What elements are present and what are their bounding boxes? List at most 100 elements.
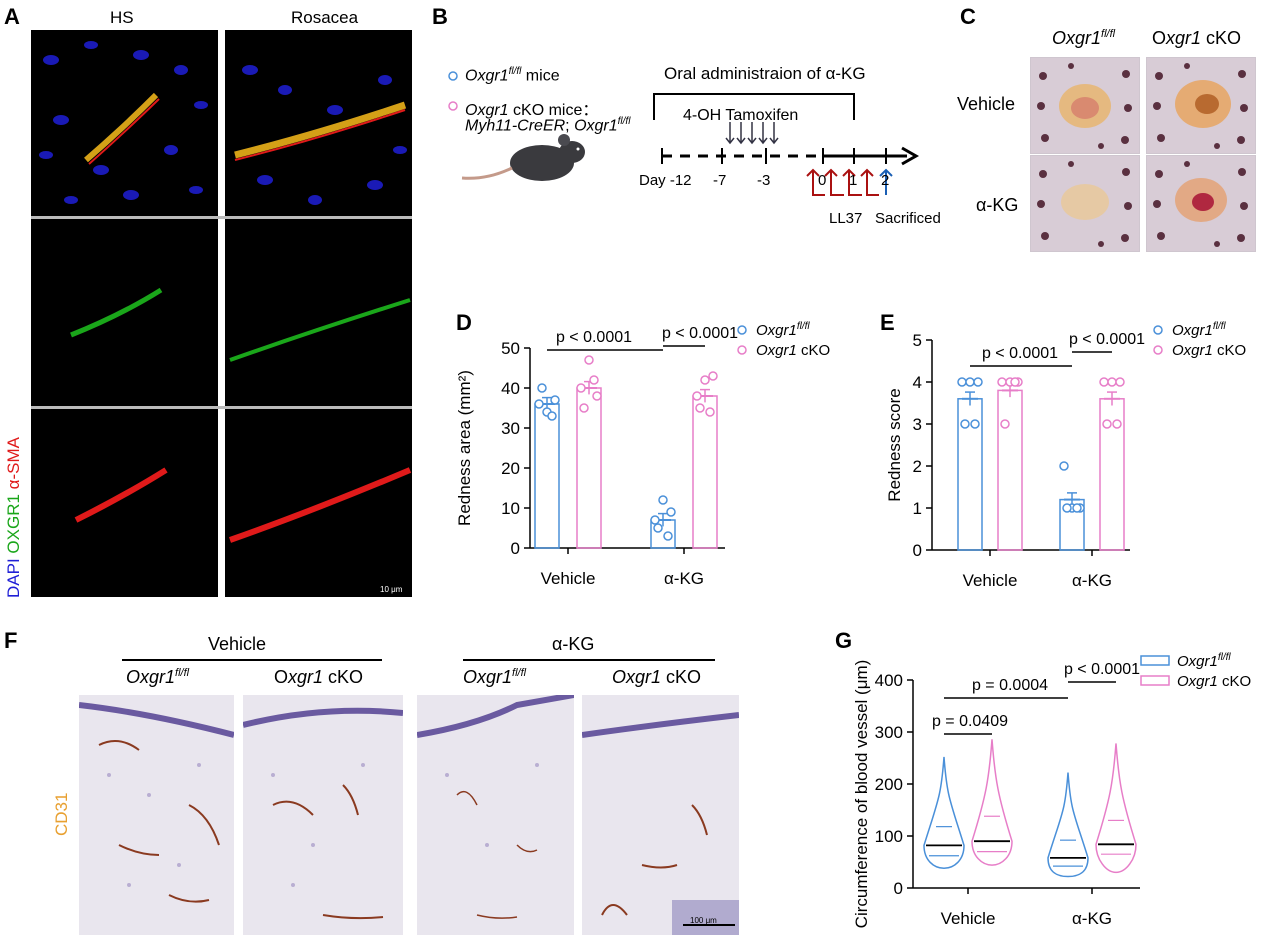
p-value-label: p < 0.0001 [1064,661,1140,678]
scale-bar-f: 100 μm [690,916,717,925]
photo-akg-cko [1146,155,1256,252]
y-tick-label: 0 [913,541,922,560]
data-point [708,371,718,381]
data-point [1072,503,1082,513]
ll37-label: LL37 [829,210,863,227]
y-tick-label: 0 [511,539,520,558]
data-point [1115,377,1125,387]
data-point [653,523,663,533]
p-value-label: p = 0.0409 [932,713,1008,730]
violin [1095,743,1137,874]
panel-label-e: E [880,310,895,335]
chart-e-redness-score: 0 1 2 3 4 5 Redness score Vehicle α-KG p < 0.0001… [885,321,1246,590]
y-tick-label: 4 [913,373,922,392]
y-axis-label: Redness score [885,388,904,501]
y-tick-label: 200 [875,775,903,794]
data-point [695,403,705,413]
f-akg-rule [463,659,715,661]
data-point [576,383,586,393]
data-point [960,419,970,429]
violin [971,739,1013,866]
experiment-timeline [448,71,920,196]
data-point [705,407,715,417]
legend-label: Oxgr1fl/fl [756,321,810,339]
violin [1047,772,1089,878]
data-point [584,355,594,365]
c-row-header-vehicle: Vehicle [957,94,1016,114]
data-point [700,375,710,385]
dapi-label: DAPI [4,558,23,598]
data-point [1062,503,1072,513]
legend-label: Oxgr1fl/fl [1177,652,1231,670]
f-group-vehicle: Vehicle [208,634,267,654]
x-tick-label: α-KG [1072,571,1112,590]
histology-akg-fl [416,692,575,935]
x-tick-label: Vehicle [963,571,1018,590]
data-point [965,377,975,387]
data-point [579,403,589,413]
panel-label-f: F [4,628,18,653]
x-tick-label: α-KG [664,569,704,588]
y-tick-label: 2 [913,457,922,476]
fluorescence-column-hs [31,30,218,597]
bar [576,387,602,549]
f-vehicle-rule [122,659,382,661]
c-row-header-akg: α-KG [976,195,1019,215]
chart-d-redness-area: 0 10 20 30 40 50 Redness area (mm²) Vehicle α-KG… [455,321,830,588]
x-tick-label: Vehicle [541,569,596,588]
day-label-3: -3 [757,172,771,189]
panel-label-d: D [456,310,472,335]
legend-marker [1153,345,1163,355]
legend-label: Oxgr1fl/fl [1172,321,1226,339]
data-point [663,531,673,541]
legend-label: Oxgr1 cKO [1172,342,1246,359]
bar [997,389,1023,551]
day-label-1: 1 [849,172,858,189]
y-tick-label: 40 [501,379,520,398]
scale-bar-f-line [683,924,735,926]
data-point [1059,461,1069,471]
sacrificed-label: Sacrificed [875,210,941,227]
p-value-label: p = 0.0004 [972,677,1048,694]
violin [923,756,965,869]
row-divider-1 [31,216,412,219]
data-point [589,375,599,385]
y-tick-label: 1 [913,499,922,518]
data-point [692,391,702,401]
col-header-hs: HS [110,8,134,27]
oxgr1-label: OXGR1 [4,494,23,554]
f-sub-header-3: Oxgr1fl/fl [463,667,527,687]
data-point [547,411,557,421]
fluorescence-column-rosacea [225,30,412,597]
f-sub-header-1: Oxgr1fl/fl [126,667,190,687]
data-point [1102,419,1112,429]
legend-label: Oxgr1 cKO [1177,673,1251,690]
panel-label-a: A [4,4,20,29]
x-tick-label: α-KG [1072,909,1112,928]
data-point [970,419,980,429]
bar [534,403,560,549]
panel-label-b: B [432,4,448,29]
y-tick-label: 20 [501,459,520,478]
tamoxifen-label: 4-OH Tamoxifen [683,107,799,124]
y-tick-label: 50 [501,339,520,358]
y-tick-label: 10 [501,499,520,518]
panel-a-channel-label: DAPI OXGR1 α-SMA [4,437,24,598]
legend-marker-cko [448,101,458,111]
data-point [592,391,602,401]
histology-vehicle-cko [242,695,404,935]
legend-marker [737,325,747,335]
day-label-2: 2 [881,172,890,189]
asma-label: α-SMA [4,436,23,490]
x-tick-label: Vehicle [941,909,996,928]
legend-fl-mice: Oxgr1fl/fl mice [465,66,560,85]
y-tick-label: 400 [875,671,903,690]
col-header-rosacea: Rosacea [291,8,359,27]
hs-micrographs [39,41,208,523]
panel-label-g: G [835,628,853,653]
data-point [666,507,676,517]
y-tick-label: 0 [894,879,903,898]
legend-marker-fl [448,71,458,81]
data-point [650,515,660,525]
